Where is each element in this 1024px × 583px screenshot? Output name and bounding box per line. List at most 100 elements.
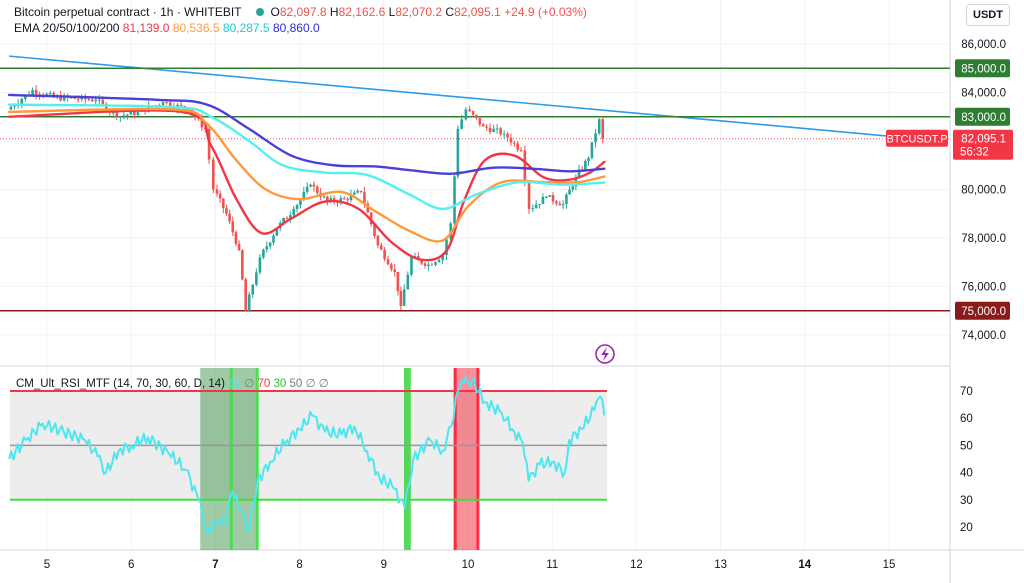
candle-body[interactable]	[468, 109, 471, 112]
candle-body[interactable]	[94, 99, 98, 102]
candle-body[interactable]	[247, 294, 251, 311]
ema-legend-label[interactable]: EMA 20/50/100/200	[14, 21, 120, 35]
candle-body[interactable]	[234, 232, 238, 244]
candle-body[interactable]	[275, 228, 279, 236]
candle-body[interactable]	[136, 111, 140, 115]
level-price-tag[interactable]	[955, 107, 1010, 126]
candle-body[interactable]	[282, 218, 285, 223]
candle-body[interactable]	[594, 133, 597, 143]
candle-body[interactable]	[126, 114, 129, 116]
candle-body[interactable]	[90, 99, 94, 102]
candle-body[interactable]	[165, 102, 168, 104]
candle-body[interactable]	[481, 124, 485, 127]
candle-body[interactable]	[464, 109, 468, 120]
candle-body[interactable]	[211, 159, 215, 190]
candle-body[interactable]	[568, 189, 571, 195]
ema-line[interactable]	[7, 109, 606, 262]
candle-body[interactable]	[295, 205, 299, 209]
level-price-tag[interactable]	[955, 301, 1010, 320]
symbol-price-tag[interactable]	[886, 129, 948, 147]
candle-body[interactable]	[441, 254, 444, 260]
candle-body[interactable]	[488, 127, 492, 132]
candle-body[interactable]	[548, 195, 551, 197]
candle-body[interactable]	[366, 203, 370, 213]
ema-line[interactable]	[7, 93, 606, 175]
candle-body[interactable]	[179, 104, 183, 107]
candle-body[interactable]	[485, 126, 488, 128]
candle-body[interactable]	[218, 193, 222, 199]
symbol-name[interactable]: Bitcoin perpetual contract	[14, 5, 150, 19]
candle-body[interactable]	[119, 116, 122, 118]
candle-body[interactable]	[353, 192, 356, 195]
candle-body[interactable]	[456, 128, 460, 177]
rsi-legend[interactable]: CM_Ult_RSI_MTF (14, 70, 30, 60, D, 14) 6…	[16, 376, 329, 390]
rsi-line[interactable]	[8, 376, 606, 534]
candle-body[interactable]	[339, 198, 343, 203]
candle-body[interactable]	[104, 103, 108, 112]
candle-body[interactable]	[129, 111, 133, 115]
candle-body[interactable]	[225, 208, 228, 214]
current-price-tag[interactable]	[953, 129, 1013, 160]
candle-body[interactable]	[122, 115, 126, 117]
trendline[interactable]	[9, 55, 890, 137]
candle-body[interactable]	[34, 90, 38, 95]
candle-body[interactable]	[373, 224, 376, 236]
candle-body[interactable]	[402, 289, 406, 306]
candle-body[interactable]	[434, 262, 437, 265]
candle-body[interactable]	[460, 119, 463, 129]
candle-body[interactable]	[445, 239, 448, 255]
candle-body[interactable]	[587, 157, 590, 161]
candle-body[interactable]	[597, 119, 601, 134]
candle-body[interactable]	[221, 198, 225, 209]
candle-body[interactable]	[509, 137, 513, 143]
candle-body[interactable]	[531, 208, 535, 210]
candle-body[interactable]	[87, 99, 91, 101]
candle-body[interactable]	[423, 263, 427, 267]
candle-body[interactable]	[133, 111, 136, 115]
candle-body[interactable]	[312, 184, 316, 187]
candle-body[interactable]	[342, 198, 346, 200]
candle-body[interactable]	[255, 272, 258, 285]
ema-line[interactable]	[7, 103, 606, 211]
candle-body[interactable]	[231, 221, 235, 233]
candle-body[interactable]	[244, 279, 248, 311]
candle-body[interactable]	[601, 119, 605, 139]
candle-body[interactable]	[584, 160, 587, 170]
candle-body[interactable]	[101, 99, 105, 104]
candle-body[interactable]	[241, 250, 244, 280]
candle-body[interactable]	[577, 169, 581, 178]
candle-body[interactable]	[417, 256, 420, 260]
candle-body[interactable]	[516, 143, 519, 150]
ema-legend[interactable]: EMA 20/50/100/200 81,139.0 80,536.5 80,2…	[14, 21, 320, 35]
candle-body[interactable]	[534, 204, 538, 209]
lightning-icon[interactable]	[595, 344, 615, 364]
candle-body[interactable]	[406, 274, 410, 290]
candle-body[interactable]	[495, 128, 499, 130]
candle-body[interactable]	[31, 90, 34, 95]
candle-body[interactable]	[285, 218, 289, 220]
candle-body[interactable]	[322, 196, 326, 198]
candle-body[interactable]	[76, 98, 80, 100]
rsi-legend-label[interactable]: CM_Ult_RSI_MTF (14, 70, 30, 60, D, 14)	[16, 378, 225, 390]
candle-body[interactable]	[551, 195, 555, 202]
candle-body[interactable]	[555, 201, 558, 204]
candle-body[interactable]	[73, 97, 77, 99]
candle-body[interactable]	[527, 182, 531, 209]
candle-body[interactable]	[349, 194, 353, 201]
price-pane[interactable]	[0, 55, 950, 312]
candle-body[interactable]	[45, 93, 48, 96]
candle-body[interactable]	[38, 94, 41, 96]
candle-body[interactable]	[356, 190, 359, 193]
candle-body[interactable]	[565, 194, 568, 205]
candle-body[interactable]	[492, 128, 495, 132]
candle-body[interactable]	[305, 186, 309, 192]
candle-body[interactable]	[112, 112, 115, 114]
candle-body[interactable]	[20, 98, 24, 104]
candle-body[interactable]	[420, 259, 423, 264]
candle-body[interactable]	[292, 208, 296, 216]
candle-body[interactable]	[399, 291, 403, 306]
candle-body[interactable]	[499, 128, 502, 135]
candle-body[interactable]	[478, 118, 482, 125]
candle-body[interactable]	[427, 264, 430, 267]
candle-body[interactable]	[24, 94, 27, 99]
